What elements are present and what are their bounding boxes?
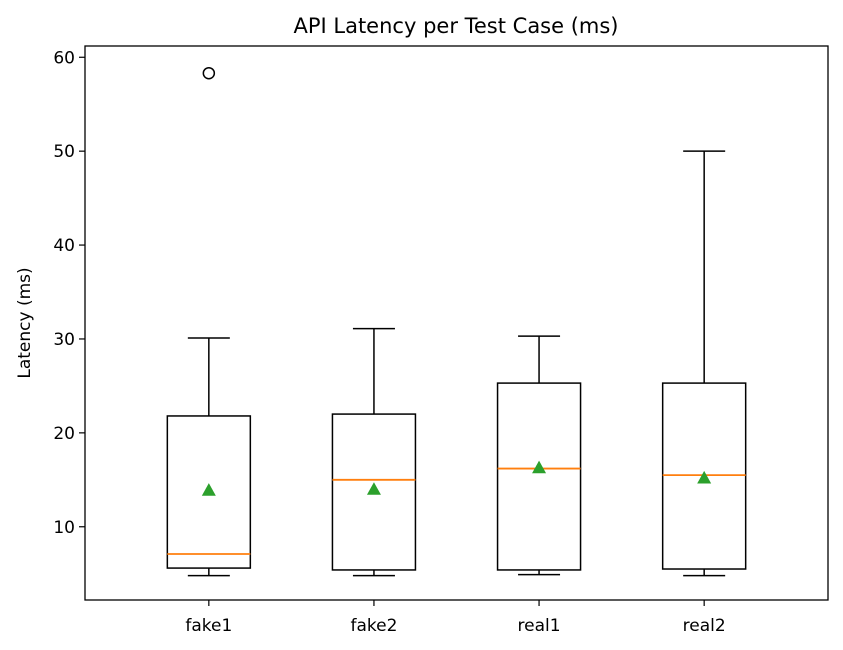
box-body-real1 — [496, 382, 582, 571]
y-axis: 10 20 30 40 50 60 — [53, 48, 85, 538]
y-tick-label-20: 20 — [53, 424, 75, 444]
mean-marker-real2 — [697, 470, 712, 484]
box-fake2 — [331, 327, 417, 577]
box-fake1 — [166, 66, 252, 577]
box-real1 — [496, 335, 582, 576]
x-tick-label-fake1: fake1 — [185, 616, 232, 636]
x-axis: fake1 fake2 real1 real2 — [185, 600, 726, 636]
x-tick-label-fake2: fake2 — [350, 616, 397, 636]
plot-frame — [84, 45, 829, 601]
y-tick-label-50: 50 — [53, 142, 75, 162]
box-body-fake1 — [166, 415, 252, 569]
box-body-real2 — [661, 382, 747, 570]
y-tick-label-10: 10 — [53, 518, 75, 538]
y-axis-title: Latency (ms) — [15, 267, 35, 378]
box-real2 — [661, 150, 747, 577]
box-body-fake2 — [331, 413, 417, 571]
mean-marker-fake1 — [201, 483, 216, 496]
y-tick-label-40: 40 — [53, 236, 75, 256]
y-tick-label-60: 60 — [53, 48, 75, 68]
mean-marker-real1 — [532, 460, 547, 474]
y-tick-label-30: 30 — [53, 330, 75, 350]
mean-marker-fake2 — [366, 482, 381, 495]
chart-title: API Latency per Test Case (ms) — [293, 14, 618, 38]
x-tick-label-real2: real2 — [683, 616, 726, 636]
outlier-fake1-0 — [202, 66, 216, 80]
plot-area — [166, 66, 747, 577]
x-tick-label-real1: real1 — [518, 616, 561, 636]
